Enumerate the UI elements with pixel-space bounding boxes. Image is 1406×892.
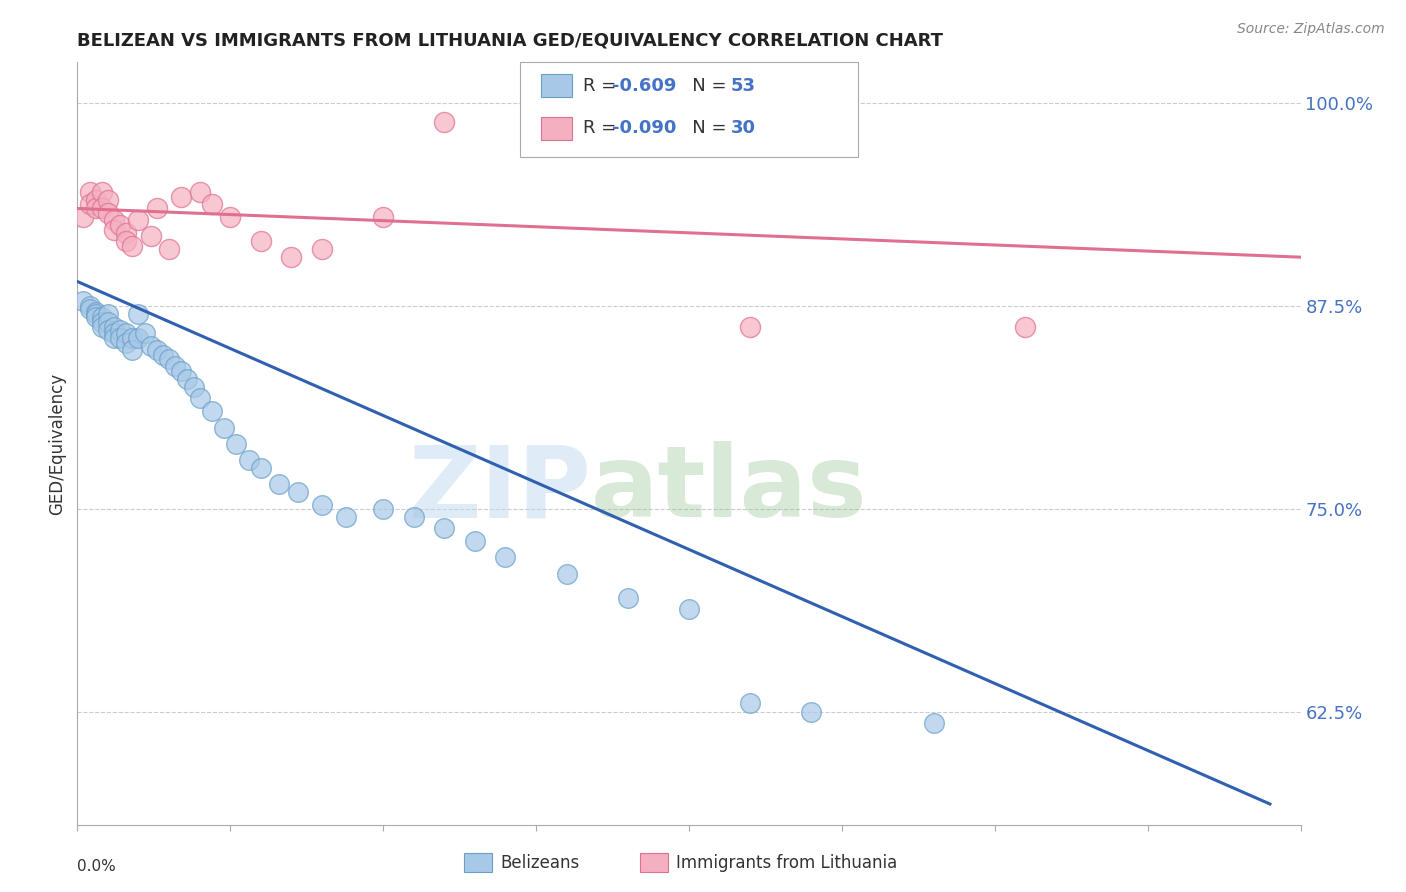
Point [103, 212, 125, 227]
Point [115, 336, 138, 351]
Point [555, 566, 578, 581]
Point [212, 420, 235, 434]
Point [84, 194, 107, 208]
Point [127, 331, 149, 345]
Text: Immigrants from Lithuania: Immigrants from Lithuania [676, 854, 897, 871]
Point [225, 436, 247, 450]
Point [311, 242, 333, 256]
Point [79, 299, 101, 313]
Point [464, 534, 486, 549]
Text: 53: 53 [731, 77, 756, 95]
Point [495, 550, 517, 565]
Point [188, 392, 211, 406]
Text: atlas: atlas [591, 441, 868, 538]
Point [121, 331, 143, 345]
Point [79, 186, 101, 200]
Point [103, 222, 125, 236]
Point [152, 347, 174, 361]
Point [146, 343, 169, 357]
Point [139, 229, 162, 244]
Point [371, 210, 394, 224]
Point [79, 196, 101, 211]
Point [103, 326, 125, 341]
Point [121, 343, 143, 357]
Point [433, 521, 456, 535]
Point [176, 372, 198, 386]
Point [402, 509, 425, 524]
Point [79, 302, 101, 317]
Text: BELIZEAN VS IMMIGRANTS FROM LITHUANIA GED/EQUIVALENCY CORRELATION CHART: BELIZEAN VS IMMIGRANTS FROM LITHUANIA GE… [77, 32, 943, 50]
Point [678, 602, 700, 616]
Point [103, 320, 125, 334]
Point [90, 186, 112, 200]
Text: N =: N = [675, 119, 733, 136]
Point [103, 331, 125, 345]
Point [72, 210, 94, 224]
Point [287, 485, 309, 500]
Point [115, 226, 138, 240]
Point [84, 305, 107, 319]
Point [250, 461, 273, 475]
Point [97, 323, 120, 337]
Point [371, 501, 394, 516]
Point [108, 323, 131, 337]
Point [127, 307, 149, 321]
Text: Belizeans: Belizeans [501, 854, 579, 871]
Point [84, 307, 107, 321]
Text: 30: 30 [731, 119, 756, 136]
Point [922, 715, 945, 730]
Point [157, 352, 180, 367]
Point [90, 202, 112, 216]
Point [740, 320, 762, 334]
Point [121, 239, 143, 253]
Point [139, 339, 162, 353]
Point [72, 293, 94, 308]
Point [146, 202, 169, 216]
Point [335, 509, 357, 524]
Point [97, 307, 120, 321]
Point [90, 310, 112, 325]
Point [84, 310, 107, 325]
Point [183, 380, 205, 394]
Point [188, 186, 211, 200]
Point [269, 477, 291, 491]
Point [238, 453, 260, 467]
Point [90, 320, 112, 334]
Point [127, 212, 149, 227]
Point [311, 499, 333, 513]
Point [115, 326, 138, 341]
Point [115, 234, 138, 248]
Text: R =: R = [583, 77, 623, 95]
Text: -0.090: -0.090 [612, 119, 676, 136]
Point [108, 218, 131, 232]
Point [617, 591, 640, 605]
Point [280, 250, 302, 264]
Point [170, 190, 193, 204]
Point [800, 705, 823, 719]
Point [433, 115, 456, 129]
Text: Source: ZipAtlas.com: Source: ZipAtlas.com [1237, 22, 1385, 37]
Point [165, 359, 187, 373]
Point [219, 210, 242, 224]
Y-axis label: GED/Equivalency: GED/Equivalency [48, 373, 66, 515]
Point [134, 326, 156, 341]
Point [250, 234, 273, 248]
Point [97, 315, 120, 329]
Point [97, 206, 120, 220]
Text: ZIP: ZIP [408, 441, 591, 538]
Point [157, 242, 180, 256]
Point [108, 331, 131, 345]
Point [97, 194, 120, 208]
Text: R =: R = [583, 119, 623, 136]
Point [1014, 320, 1036, 334]
Text: 0.0%: 0.0% [77, 859, 117, 874]
Text: -0.609: -0.609 [612, 77, 676, 95]
Point [740, 697, 762, 711]
Point [201, 196, 224, 211]
Point [84, 202, 107, 216]
Point [170, 364, 193, 378]
Point [90, 315, 112, 329]
Point [201, 404, 224, 418]
Text: N =: N = [675, 77, 733, 95]
